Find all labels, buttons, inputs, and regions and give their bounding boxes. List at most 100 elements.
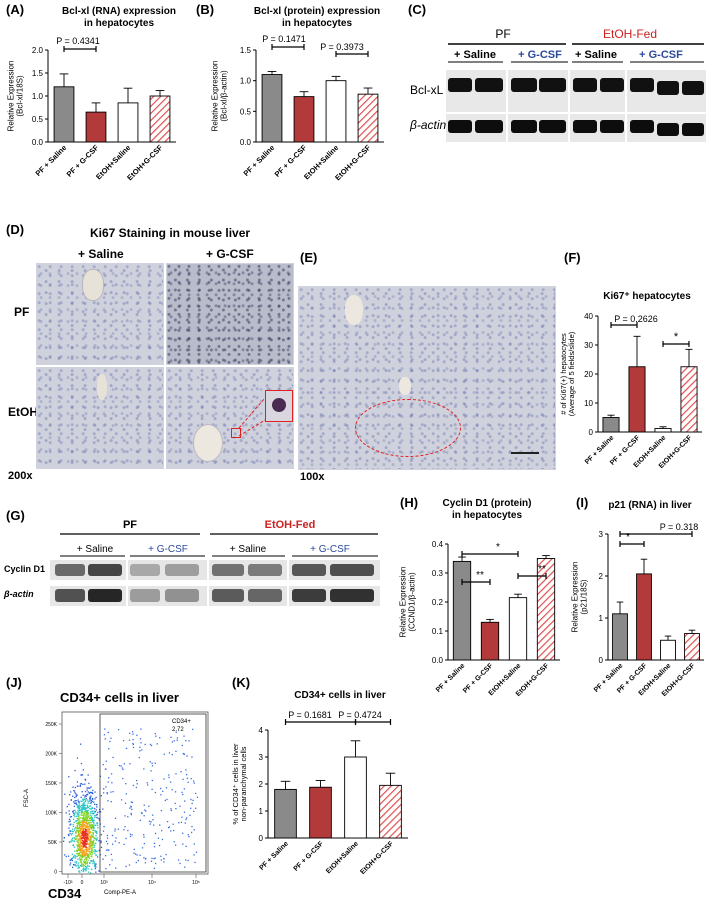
flow-event [90, 835, 93, 838]
flow-event [77, 867, 79, 869]
flow-event [118, 842, 120, 844]
flow-x-tick-label: 10³ [100, 880, 108, 886]
flow-event [71, 828, 74, 830]
flow-event [182, 843, 184, 845]
flow-event [80, 828, 83, 830]
flow-event [86, 812, 88, 814]
flow-event [143, 857, 145, 859]
flow-event [82, 807, 84, 810]
blot-band [448, 120, 472, 133]
flow-event [86, 834, 88, 836]
flow-event [114, 817, 117, 819]
flow-event [86, 840, 88, 842]
flow-event [89, 842, 91, 844]
flow-event [70, 799, 72, 801]
micrograph-e [298, 286, 556, 470]
flow-event [92, 819, 94, 821]
flow-event [88, 792, 91, 794]
blot-band [330, 589, 374, 602]
flow-event [74, 837, 76, 839]
flow-event [79, 828, 81, 830]
flow-event [87, 854, 89, 856]
flow-y-tick-label: 50K [48, 840, 58, 846]
flow-event [88, 856, 90, 858]
flow-event [117, 729, 120, 731]
flow-event [79, 843, 82, 845]
flow-event [176, 739, 178, 741]
flow-event [68, 810, 70, 812]
flow-event [81, 791, 83, 793]
flow-event [76, 825, 78, 828]
blot-band [330, 564, 374, 576]
flow-event [153, 857, 155, 860]
flow-event [69, 859, 72, 861]
flow-event [79, 849, 82, 851]
flow-event [191, 756, 193, 758]
flow-event [69, 794, 71, 796]
flow-event [175, 807, 177, 810]
flow-event [129, 807, 131, 809]
blot-band [212, 589, 244, 602]
flow-event [86, 835, 88, 838]
flow-event [81, 865, 83, 867]
flow-event [74, 850, 76, 852]
blot-band [55, 589, 85, 602]
flow-event [83, 813, 85, 816]
flow-event [93, 850, 95, 852]
flow-event [169, 781, 172, 783]
flow-event [83, 861, 85, 863]
flow-event [91, 842, 94, 844]
flow-event [84, 824, 86, 827]
flow-event [149, 761, 151, 763]
flow-event [91, 849, 93, 851]
flow-event [141, 812, 143, 815]
panel-letter-c: (C) [408, 2, 427, 17]
flow-event [80, 854, 83, 856]
flow-event [92, 841, 95, 843]
flow-event [85, 795, 87, 797]
blot-g: PF EtOH-Fed + Saline + G-CSF + Saline + … [3, 519, 380, 606]
flow-event [76, 822, 79, 825]
flow-event [80, 859, 82, 861]
flow-event [87, 811, 89, 813]
flow-event [95, 824, 97, 826]
flow-event [65, 812, 67, 814]
flow-event [83, 807, 85, 809]
flow-event [75, 831, 77, 833]
flow-event [88, 851, 90, 853]
flow-event [163, 753, 165, 755]
flow-event [118, 764, 121, 767]
flow-event [125, 837, 127, 840]
flow-event [92, 832, 94, 834]
flow-event [86, 863, 89, 865]
blot-band [657, 123, 679, 136]
flow-event [73, 821, 75, 824]
flow-event [81, 834, 83, 836]
flow-event [73, 840, 76, 843]
flow-event [87, 853, 89, 855]
flow-event [79, 811, 81, 814]
blot-band [448, 78, 472, 92]
chart-k: 0 1 2 3 4 PF + Saline PF + G-CSF EtOH+Saline EtO… [232, 710, 408, 876]
flow-event [84, 828, 86, 831]
flow-event [78, 846, 81, 849]
flow-event [91, 810, 93, 813]
flow-event [71, 840, 74, 842]
flow-event [163, 858, 165, 860]
flow-event [89, 872, 92, 874]
blot-band [165, 564, 199, 576]
flow-event [82, 840, 84, 842]
flow-event [84, 821, 86, 824]
flow-event [154, 857, 156, 859]
flow-event [73, 790, 76, 792]
flow-event [88, 830, 90, 832]
y-tick-label: 0.3 [432, 569, 444, 578]
flow-event [81, 847, 84, 849]
y-axis-label: Relative Expression(p21/18S) [571, 562, 589, 633]
flow-event [110, 737, 112, 739]
flow-event [82, 840, 84, 843]
flow-event [91, 807, 93, 809]
bar [117, 102, 139, 143]
flow-event [64, 854, 66, 856]
flow-event [87, 871, 90, 873]
